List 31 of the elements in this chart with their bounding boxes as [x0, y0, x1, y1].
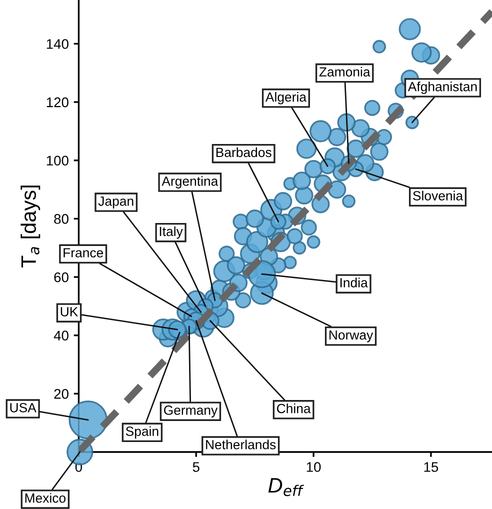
annotation: Afghanistan	[408, 82, 477, 94]
y-tick-label: 80	[54, 214, 68, 224]
annotation: Spain	[126, 426, 158, 439]
y-tick-label: 100	[46, 156, 68, 166]
x-tick-label: 0	[75, 462, 82, 472]
y-tick-label: 20	[54, 389, 68, 399]
annotation: Mexico	[25, 493, 66, 503]
x-axis-title: D$_{eff}$	[268, 478, 304, 496]
annotation: India	[340, 278, 368, 288]
x-tick-label: 5	[192, 462, 200, 472]
y-tick-label: 60	[54, 272, 68, 282]
annotation: Norway	[329, 330, 374, 342]
y-tick-label: 120	[46, 97, 68, 108]
annotation: Zamonia	[319, 66, 370, 77]
annotation: Netherlands	[206, 440, 276, 450]
annotation: Algeria	[265, 92, 306, 104]
y-axis-title: T$_{a}$ [days]	[20, 186, 40, 268]
x-tick-label: 15	[424, 462, 438, 472]
annotation: USA	[10, 403, 36, 412]
annotation: UK	[60, 307, 78, 316]
annotation: France	[64, 248, 104, 258]
annotation: Italy	[160, 226, 183, 239]
annotation: Slovenia	[413, 190, 464, 200]
y-tick-label: 40	[54, 330, 68, 341]
x-tick-label: 10	[306, 462, 321, 472]
annotation: Argentina	[162, 176, 218, 188]
annotation: China	[276, 404, 311, 414]
annotation: Japan	[98, 196, 134, 208]
y-tick-label: 140	[46, 39, 68, 49]
annotation: Germany	[164, 406, 218, 418]
annotation: Barbados	[216, 147, 272, 158]
